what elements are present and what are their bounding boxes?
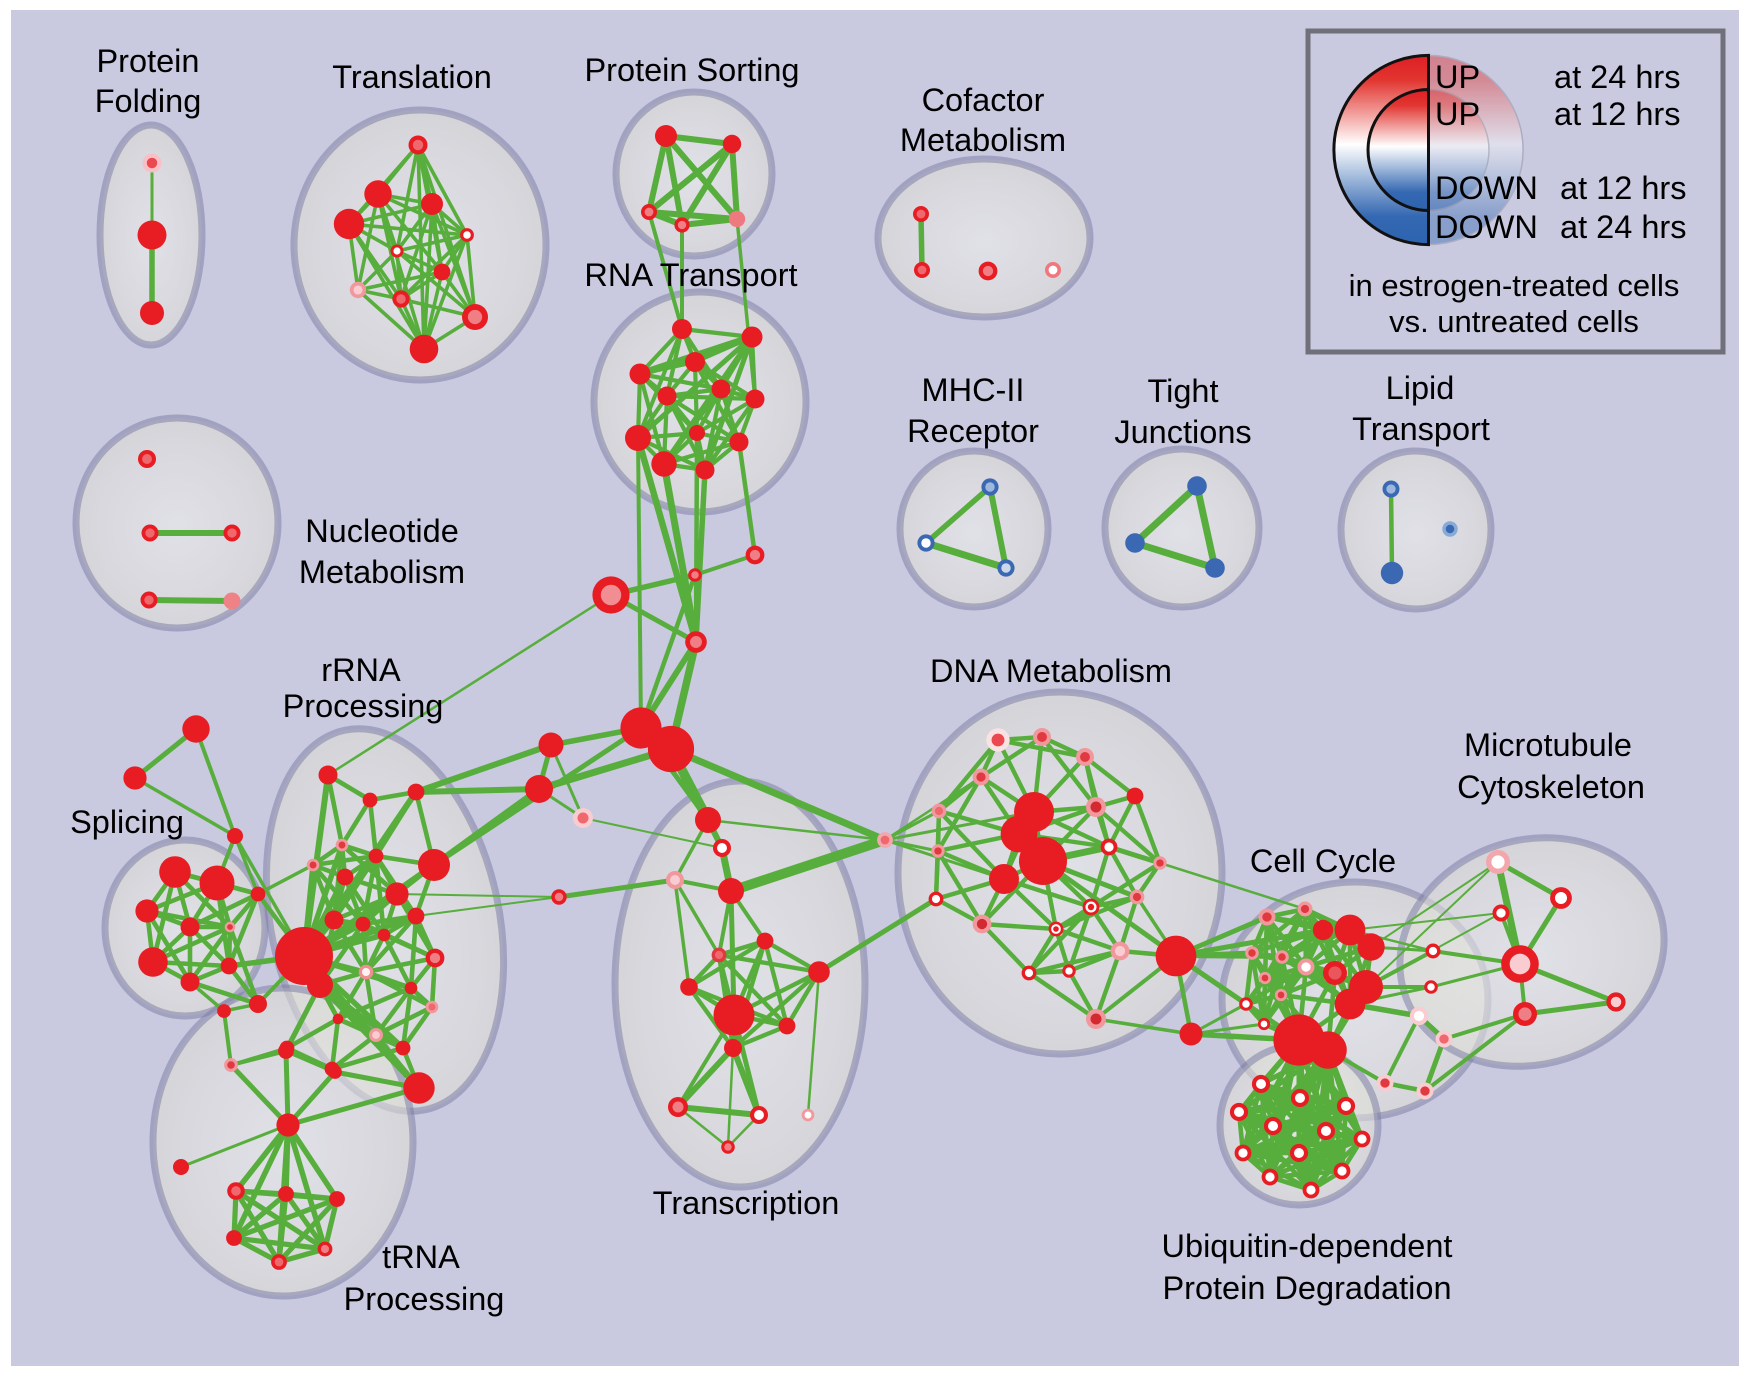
svg-text:Cofactor: Cofactor [922, 82, 1045, 118]
svg-text:Processing: Processing [344, 1281, 505, 1317]
svg-text:Junctions: Junctions [1114, 414, 1251, 450]
svg-text:tRNA: tRNA [382, 1239, 460, 1275]
svg-text:UP: UP [1435, 96, 1480, 132]
svg-text:Protein Sorting: Protein Sorting [585, 52, 800, 88]
svg-text:RNA Transport: RNA Transport [584, 257, 797, 293]
svg-text:Microtubule: Microtubule [1464, 727, 1632, 763]
svg-text:Folding: Folding [95, 83, 202, 119]
svg-text:Cell Cycle: Cell Cycle [1250, 843, 1396, 879]
svg-text:Protein Degradation: Protein Degradation [1162, 1270, 1451, 1306]
svg-text:rRNA: rRNA [321, 652, 401, 688]
svg-text:Translation: Translation [332, 59, 492, 95]
svg-text:Transcription: Transcription [653, 1185, 840, 1221]
svg-text:Splicing: Splicing [70, 804, 184, 840]
svg-text:vs. untreated cells: vs. untreated cells [1389, 304, 1639, 339]
svg-text:at 12 hrs: at 12 hrs [1560, 170, 1686, 206]
svg-text:Nucleotide: Nucleotide [305, 513, 459, 549]
svg-text:Protein: Protein [97, 43, 200, 79]
svg-text:Ubiquitin-dependent: Ubiquitin-dependent [1162, 1228, 1453, 1264]
svg-text:Metabolism: Metabolism [900, 122, 1066, 158]
svg-text:Processing: Processing [283, 688, 444, 724]
svg-text:Cytoskeleton: Cytoskeleton [1457, 769, 1645, 805]
svg-text:at 24 hrs: at 24 hrs [1560, 209, 1686, 245]
svg-text:Metabolism: Metabolism [299, 554, 465, 590]
svg-text:Transport: Transport [1352, 411, 1490, 447]
svg-text:at 24 hrs: at 24 hrs [1554, 59, 1680, 95]
svg-text:at 12 hrs: at 12 hrs [1554, 96, 1680, 132]
svg-text:UP: UP [1435, 59, 1480, 95]
svg-text:Tight: Tight [1147, 373, 1218, 409]
svg-text:DNA Metabolism: DNA Metabolism [930, 653, 1172, 689]
svg-text:in estrogen-treated cells: in estrogen-treated cells [1349, 268, 1680, 303]
svg-text:DOWN: DOWN [1435, 170, 1538, 206]
svg-text:MHC-II: MHC-II [922, 372, 1025, 408]
svg-text:Lipid: Lipid [1386, 370, 1455, 406]
svg-text:Receptor: Receptor [907, 413, 1039, 449]
svg-text:DOWN: DOWN [1435, 209, 1538, 245]
